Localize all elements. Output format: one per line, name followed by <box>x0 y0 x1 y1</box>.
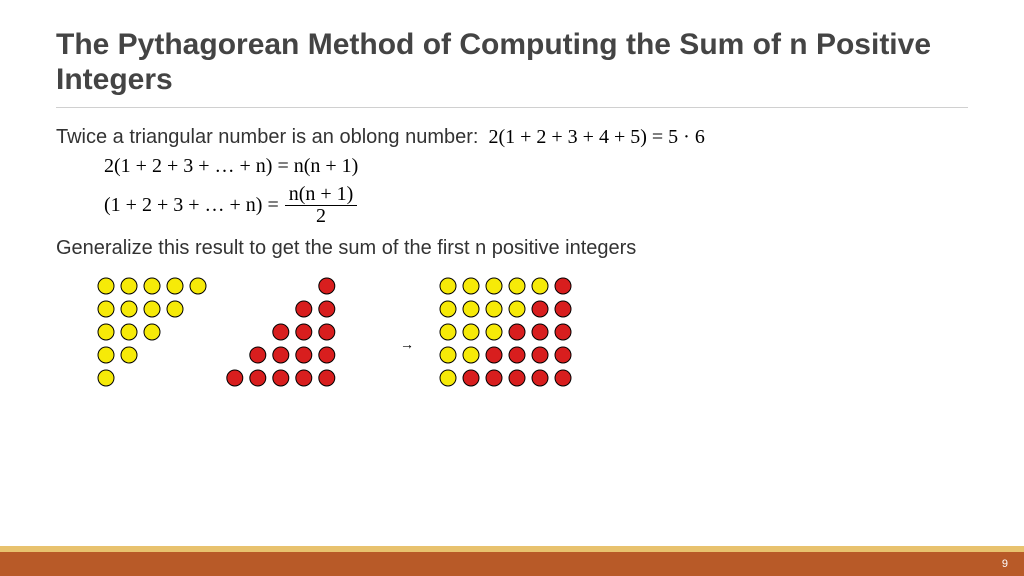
generalize-text: Generalize this result to get the sum of… <box>56 237 968 260</box>
intro-text: Twice a triangular number is an oblong n… <box>56 126 478 149</box>
sum-fraction: n(n + 1) 2 <box>285 184 358 227</box>
eq-general-double-text: 2(1 + 2 + 3 + … + n) = n(n + 1) <box>104 155 358 177</box>
sum-lhs: (1 + 2 + 3 + … + n) = <box>104 194 279 217</box>
sum-denominator: 2 <box>312 206 330 227</box>
title-divider <box>56 107 968 108</box>
sum-numerator: n(n + 1) <box>285 184 358 206</box>
general-double-equation: 2(1 + 2 + 3 + … + n) = n(n + 1) <box>104 155 968 178</box>
intro-equation: 2(1 + 2 + 3 + 4 + 5) = 5 · 6 <box>488 126 704 149</box>
intro-line: Twice a triangular number is an oblong n… <box>56 126 968 149</box>
footer-main: 9 <box>0 552 1024 576</box>
triangles-diagram <box>96 276 376 416</box>
arrow-icon: → <box>400 338 414 354</box>
page-number: 9 <box>1002 558 1008 570</box>
diagram-row: → <box>96 276 968 416</box>
sum-formula: (1 + 2 + 3 + … + n) = n(n + 1) 2 <box>104 184 357 227</box>
slide-title: The Pythagorean Method of Computing the … <box>56 28 968 97</box>
rectangle-diagram <box>438 276 638 416</box>
footer-bar: 9 <box>0 546 1024 576</box>
